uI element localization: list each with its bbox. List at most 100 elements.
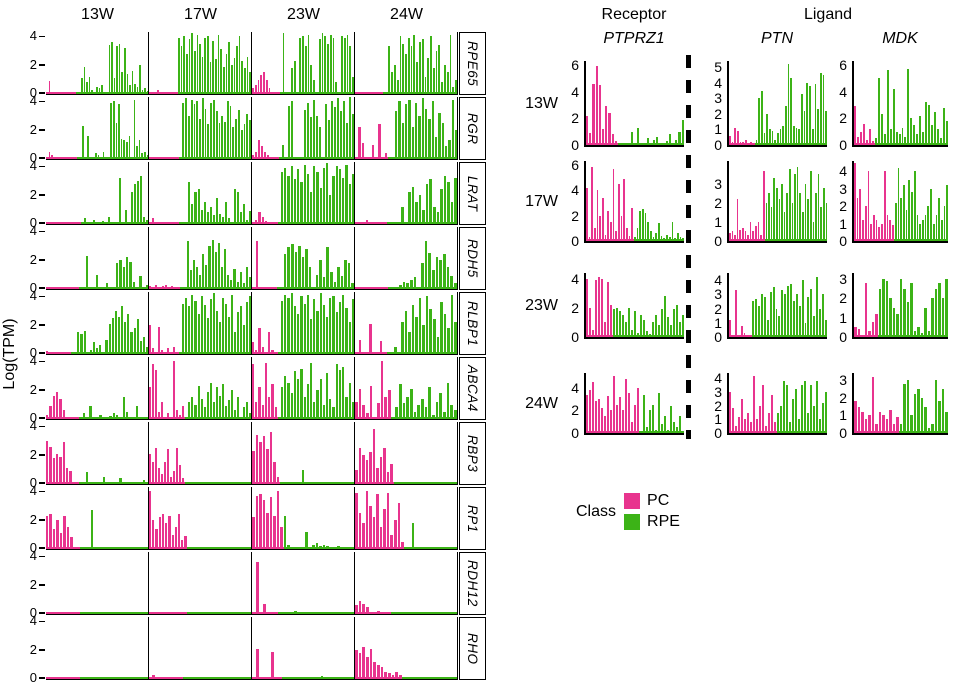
bar-pc [856, 197, 859, 241]
bar-rpe [778, 199, 781, 241]
bar-pc [729, 392, 731, 433]
bar-rpe [339, 111, 342, 159]
bar-pc [355, 650, 358, 679]
bars [46, 162, 148, 224]
bar-rpe [301, 469, 305, 484]
bar-rpe [249, 296, 251, 354]
bar-pc [373, 661, 377, 679]
bar-pc [864, 418, 868, 433]
bar-rpe [196, 34, 199, 94]
bar-pc [598, 277, 600, 337]
bar-rpe [246, 219, 249, 224]
bars [586, 61, 684, 145]
bar-pc [158, 411, 161, 419]
bar-pc [52, 528, 56, 549]
bar-pc [607, 210, 610, 241]
bar-rpe [814, 84, 817, 145]
baseline-pc [355, 547, 405, 549]
bar-rpe [455, 79, 457, 94]
bar-rpe [180, 46, 183, 94]
bar-pc [255, 241, 259, 289]
bar-rpe [287, 544, 291, 549]
y-tick-label: 0 [714, 137, 722, 153]
bar-pc [164, 284, 167, 289]
bar-rpe [326, 163, 329, 224]
facet-cell-RP1-17W [149, 487, 252, 550]
bar-rpe [895, 131, 898, 145]
bar-rpe [335, 82, 338, 94]
bar-rpe [224, 202, 227, 224]
gene-header-mdk: MDK [882, 30, 918, 47]
bar-rpe [931, 298, 934, 337]
bars [729, 61, 827, 145]
bar-rpe [294, 251, 298, 289]
bars [355, 292, 457, 354]
facet-cell-RLBP1-24W [355, 292, 458, 355]
bar-rpe [675, 139, 678, 145]
gene-header-ptprz1: PTPRZ1 [603, 30, 665, 47]
bar-rpe [118, 104, 120, 159]
bar-rpe [425, 183, 429, 224]
plot-RBP3-13W [46, 422, 148, 484]
bar-rpe [330, 101, 333, 159]
bar-rpe [182, 102, 185, 159]
bar-pc [46, 414, 49, 419]
bar-rpe [418, 195, 422, 224]
baseline-pc [46, 612, 80, 614]
bar-rpe [810, 385, 812, 433]
bar-rpe [394, 111, 398, 159]
bar-rpe [225, 53, 228, 94]
bar-rpe [450, 202, 454, 224]
bars [252, 292, 354, 354]
bar-pc [749, 335, 752, 337]
y-tick-label: 2 [714, 105, 722, 122]
bar-rpe [318, 127, 321, 159]
bar-rpe [406, 397, 410, 419]
bar-rpe [307, 34, 310, 94]
bar-pc [280, 527, 283, 549]
bar-rpe [438, 44, 441, 94]
y-tick-mark [39, 92, 45, 94]
y-tick-label: 3 [714, 90, 722, 107]
bar-rpe [919, 223, 921, 241]
bar-rpe [807, 412, 809, 433]
bar-rpe [411, 523, 415, 549]
gene-row-RBP3: 0 2 4 RBP3 [0, 419, 492, 489]
bar-rpe [111, 42, 113, 94]
bar-rpe [284, 294, 287, 354]
bar-pc [378, 124, 381, 159]
bar-rpe [293, 60, 296, 94]
bar-rpe [233, 189, 236, 224]
bar-rpe [349, 46, 352, 94]
bar-pc [252, 154, 255, 159]
bar-pc [625, 378, 627, 433]
bar-pc [371, 144, 374, 159]
bar-pc [261, 346, 264, 354]
bar-pc [276, 476, 280, 484]
bar-rpe [210, 102, 212, 159]
bar-rpe [787, 285, 790, 337]
bar-rpe [795, 127, 798, 145]
bar-rpe [327, 120, 330, 159]
bar-rpe [752, 301, 755, 337]
bar-rpe [682, 430, 684, 433]
y-tick-label: 4 [29, 223, 37, 239]
bar-rpe [760, 294, 763, 337]
bar-pc [152, 520, 155, 549]
bar-rpe [910, 415, 913, 433]
bar-pc [266, 512, 269, 549]
bar-rpe [205, 264, 208, 289]
bar-rpe [342, 294, 345, 354]
bar-rpe [679, 237, 682, 241]
bar-rpe [217, 34, 220, 94]
bar-rpe [393, 65, 396, 94]
bar-pc [184, 536, 187, 549]
baseline-pc [46, 547, 80, 549]
bar-rpe [227, 274, 230, 289]
bar-pc [743, 332, 746, 337]
bar-rpe [913, 125, 916, 145]
bars [46, 292, 148, 354]
bar-pc [594, 228, 596, 241]
bar-pc [878, 227, 881, 241]
